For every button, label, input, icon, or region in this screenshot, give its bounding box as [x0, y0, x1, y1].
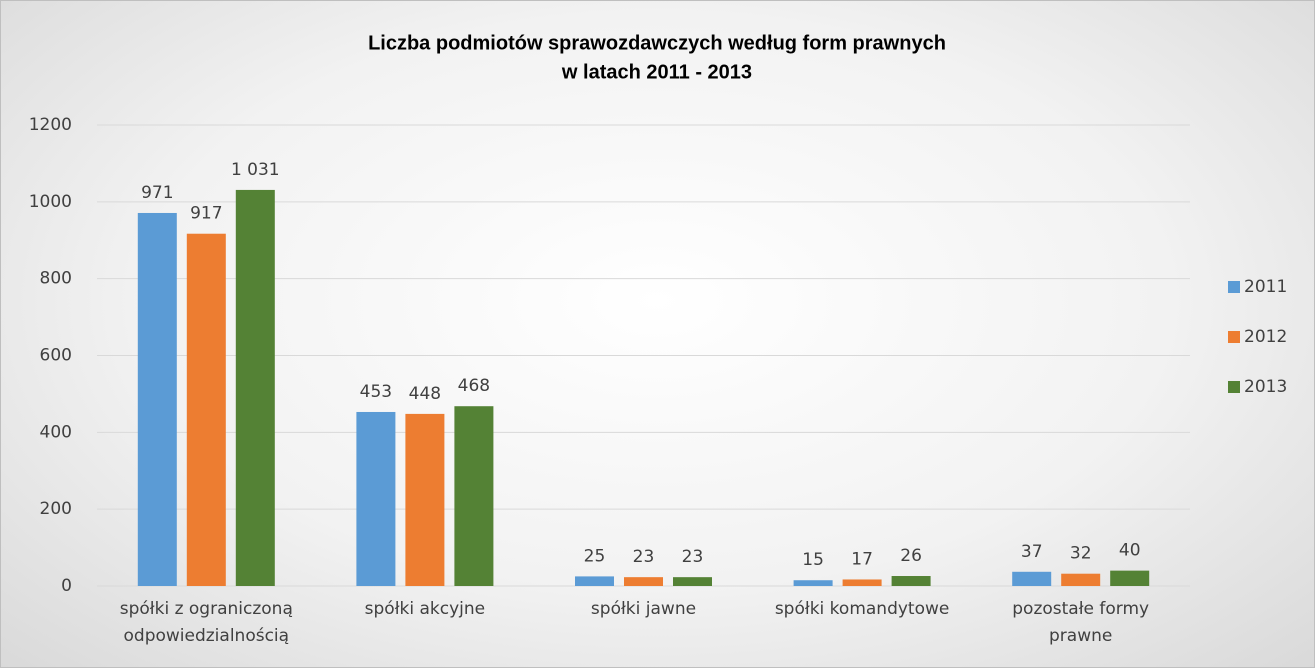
bar: [1012, 571, 1052, 586]
bar: [793, 580, 833, 586]
bar: [186, 233, 226, 586]
data-label: 25: [584, 546, 606, 566]
data-label: 40: [1119, 541, 1141, 561]
bar: [454, 406, 494, 586]
bar: [405, 413, 445, 586]
legend-swatch: [1228, 381, 1240, 393]
bar: [235, 189, 275, 586]
bar: [891, 576, 931, 586]
data-label: 1 031: [231, 160, 280, 180]
y-tick-label: 1000: [29, 192, 72, 212]
x-tick-label: pozostałe formy prawne: [1012, 599, 1150, 646]
legend-label: 2012: [1244, 327, 1287, 347]
data-label: 23: [633, 547, 655, 567]
x-tick-label: spółki komandytowe: [774, 599, 950, 619]
bar: [575, 576, 614, 586]
legend-label: 2013: [1244, 377, 1287, 397]
data-label: 468: [458, 376, 490, 396]
bar: [1061, 573, 1101, 586]
y-tick-label: 1200: [29, 115, 72, 135]
data-label: 37: [1021, 542, 1043, 562]
data-label: 448: [409, 384, 441, 404]
bar: [673, 577, 712, 586]
bar: [356, 411, 396, 586]
x-tick-label: spółki akcyjne: [364, 599, 486, 619]
data-label: 17: [851, 549, 873, 569]
bar: [1110, 570, 1150, 586]
data-label: 917: [190, 204, 222, 224]
chart-title: w latach 2011 - 2013: [561, 61, 752, 83]
data-label: 26: [900, 546, 922, 566]
data-label: 971: [141, 183, 173, 203]
y-tick-label: 800: [40, 269, 72, 289]
x-tick-label: spółki z ograniczoną odpowiedzialnością: [119, 599, 293, 646]
y-tick-label: 200: [40, 499, 72, 519]
chart-title: Liczba podmiotów sprawozdawczych według …: [368, 32, 946, 54]
bar: [842, 579, 882, 586]
legend-swatch: [1228, 281, 1240, 293]
x-tick-label: spółki jawne: [590, 599, 697, 619]
y-tick-label: 400: [40, 422, 72, 442]
data-label: 15: [802, 550, 824, 570]
bar: [624, 577, 663, 586]
data-label: 453: [360, 382, 392, 402]
bar: [137, 212, 177, 586]
y-tick-label: 600: [40, 346, 72, 366]
data-label: 23: [682, 547, 704, 567]
data-label: 32: [1070, 544, 1092, 564]
y-tick-label: 0: [61, 576, 72, 596]
legend-label: 2011: [1244, 277, 1287, 297]
legend-swatch: [1228, 331, 1240, 343]
